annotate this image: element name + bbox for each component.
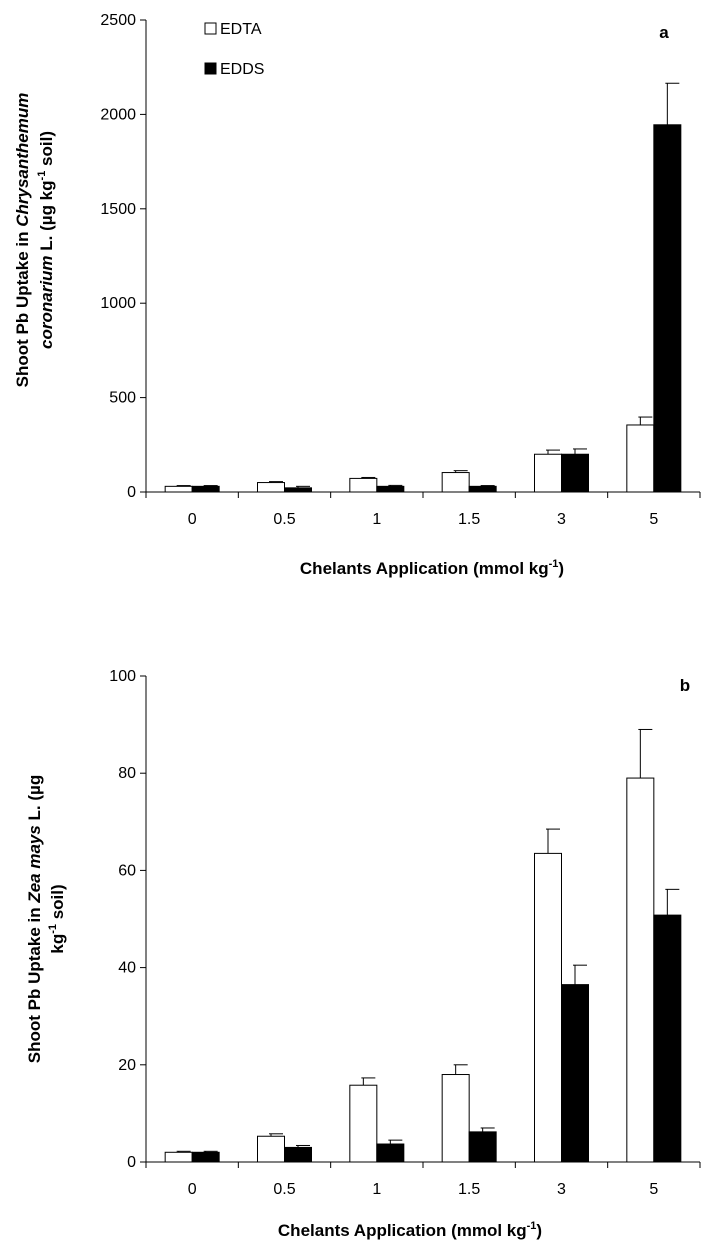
bar-edta-b — [534, 852, 562, 1163]
bar-edds-a — [653, 124, 682, 493]
bar-edta-a — [626, 424, 655, 493]
x-tick-label-b: 5 — [649, 1181, 658, 1198]
bar-edds-b — [468, 1131, 497, 1163]
bar-edta-b — [441, 1074, 470, 1163]
y-axis-title-a-line1: Shoot Pb Uptake in Chrysanthemum — [13, 93, 32, 388]
panel-label-b: b — [680, 676, 690, 695]
y-tick-label-a: 1000 — [100, 295, 136, 312]
bar-edds-a — [376, 485, 405, 493]
legend: EDTA EDDS — [204, 21, 264, 78]
x-tick-label-a: 0.5 — [273, 511, 295, 528]
y-tick-label-a: 2000 — [100, 106, 136, 123]
bars-a — [164, 82, 682, 493]
legend-label-edds: EDDS — [220, 61, 264, 78]
x-tick-label-b: 0 — [188, 1181, 197, 1198]
legend-swatch-edds — [204, 62, 217, 75]
bar-edta-a — [534, 453, 562, 493]
axis-ticks-a: 0 500 1000 1500 2000 2500 0 0.5 1 1.5 3 5 — [100, 12, 701, 528]
bar-edds-a — [468, 485, 497, 493]
bar-edds-b — [376, 1143, 405, 1163]
y-tick-label-b: 0 — [127, 1154, 136, 1171]
y-axis-title-a: Shoot Pb Uptake in Chrysanthemum coronar… — [13, 93, 56, 388]
bar-edds-a — [561, 453, 589, 493]
x-axis-title-a: Chelants Application (mmol kg-1) — [300, 558, 564, 578]
x-tick-label-a: 1.5 — [458, 511, 480, 528]
x-tick-label-a: 3 — [557, 511, 566, 528]
axis-ticks-b: 0 20 40 60 80 100 0 0.5 1 1.5 3 5 — [109, 668, 701, 1198]
bar-edta-b — [257, 1135, 285, 1163]
y-axis-title-b: Shoot Pb Uptake in Zea mays L. (µg kg-1 … — [25, 775, 67, 1063]
y-tick-label-a: 2500 — [100, 12, 136, 29]
bar-edta-a — [257, 482, 285, 493]
bar-edds-a — [284, 487, 312, 493]
x-tick-label-b: 3 — [557, 1181, 566, 1198]
x-axis-title-b: Chelants Application (mmol kg-1) — [278, 1220, 542, 1240]
x-tick-label-b: 1.5 — [458, 1181, 480, 1198]
bar-edta-b — [164, 1151, 193, 1163]
x-tick-label-b: 0.5 — [273, 1181, 295, 1198]
y-axis-title-b-line1: Shoot Pb Uptake in Zea mays L. (µg — [25, 775, 44, 1063]
legend-label-edta: EDTA — [220, 21, 262, 38]
y-tick-label-b: 80 — [118, 765, 136, 782]
panel-label-a: a — [659, 23, 669, 42]
bar-edta-a — [441, 472, 470, 493]
bars-b — [164, 728, 682, 1163]
chart-a: 0 500 1000 1500 2000 2500 0 0.5 1 1.5 3 5 a EDTA ED… — [13, 12, 701, 578]
y-tick-label-b: 20 — [118, 1057, 136, 1074]
y-tick-label-a: 1500 — [100, 201, 136, 218]
bar-edta-b — [626, 777, 655, 1163]
bar-edds-b — [284, 1146, 312, 1163]
bar-edta-a — [164, 485, 193, 493]
y-tick-label-a: 500 — [109, 390, 136, 407]
legend-swatch-edta — [204, 22, 217, 35]
y-tick-label-b: 60 — [118, 862, 136, 879]
y-tick-label-b: 40 — [118, 960, 136, 977]
y-axis-title-b-line2: kg-1 soil) — [47, 884, 67, 953]
bar-edds-a — [191, 485, 220, 493]
x-tick-label-b: 1 — [372, 1181, 381, 1198]
bar-edds-b — [653, 914, 682, 1163]
bar-edds-b — [561, 984, 589, 1163]
y-axis-title-a-line2: coronarium L. (µg kg-1 soil) — [36, 131, 56, 349]
x-tick-label-a: 1 — [372, 511, 381, 528]
x-tick-label-a: 0 — [188, 511, 197, 528]
y-tick-label-a: 0 — [127, 484, 136, 501]
chart-b: 0 20 40 60 80 100 0 0.5 1 1.5 3 5 b Shoot Pb Uptake… — [25, 668, 701, 1240]
bar-edta-a — [349, 477, 378, 493]
bar-edds-b — [191, 1151, 220, 1163]
y-tick-label-b: 100 — [109, 668, 136, 685]
x-tick-label-a: 5 — [649, 511, 658, 528]
bar-edta-b — [349, 1084, 378, 1163]
